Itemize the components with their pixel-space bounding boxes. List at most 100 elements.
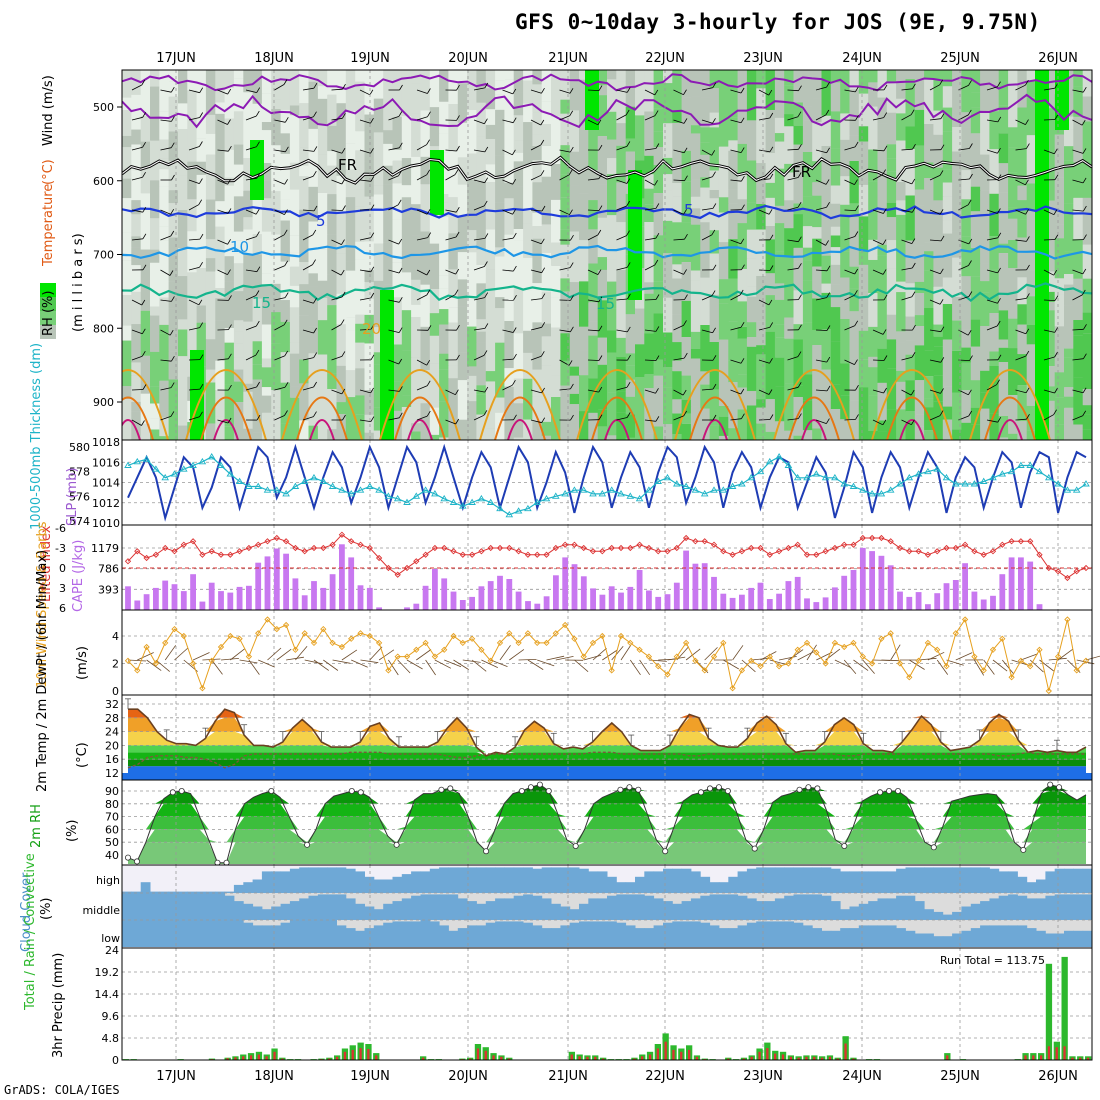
wind-barb <box>872 117 884 121</box>
cape-bar <box>692 563 699 610</box>
wind-barb-flag <box>512 209 516 215</box>
wind10m-barb <box>239 659 258 664</box>
wind-barb-flag <box>227 88 232 95</box>
cloud-high-bar <box>448 867 459 893</box>
cloud-middle-bar <box>663 901 673 920</box>
wind-barb <box>359 179 371 182</box>
li-point <box>1073 568 1080 575</box>
cloud-high-bar <box>746 868 757 893</box>
rh-cell <box>196 70 207 114</box>
rh-cell <box>802 226 813 248</box>
rh-cell <box>989 351 1000 366</box>
rh-cell <box>607 259 617 282</box>
cape-bar <box>766 599 773 610</box>
rh-cell <box>812 266 823 299</box>
thickness-point <box>821 473 830 481</box>
rh-cell <box>131 214 142 237</box>
wind-barb-flag <box>598 85 603 91</box>
wind-barb-flag <box>313 411 317 417</box>
wind-barb-flag <box>341 291 346 298</box>
li-point <box>459 551 466 558</box>
rh-cell <box>858 126 869 142</box>
wind10m-point <box>980 667 987 674</box>
wind10m-point <box>189 660 197 667</box>
rh-cell <box>252 254 263 299</box>
cloud-low-bar <box>821 930 832 947</box>
wind10m-point <box>720 639 727 647</box>
wind10m-point <box>924 639 932 647</box>
wind-barb-flag <box>456 354 460 361</box>
wind-barb-flag <box>997 208 1001 214</box>
rh-cell <box>849 311 860 359</box>
rh-cell <box>243 309 254 322</box>
rh-cell <box>523 257 533 291</box>
wind-barb-flag <box>456 84 460 91</box>
wind-barb-flag <box>170 142 175 148</box>
wind-barb-flag <box>882 329 887 335</box>
wind-barb-flag <box>855 205 859 211</box>
rh-cell <box>429 107 440 147</box>
wind10m-point <box>134 667 141 674</box>
wind-barb-flag <box>342 205 346 211</box>
cloud-middle-bar <box>625 894 636 920</box>
rh-cell <box>635 418 645 440</box>
rh-cell <box>756 345 767 355</box>
rh-cell <box>327 94 338 126</box>
cloud-middle-bar <box>579 903 589 920</box>
cape-bar <box>1008 557 1015 610</box>
rh-cell <box>644 388 655 434</box>
wind-barb-flag <box>170 86 175 93</box>
wind-barb <box>331 296 343 301</box>
wind-barb <box>673 238 685 241</box>
rh-cell <box>579 326 589 351</box>
wind10m-barb <box>527 659 544 670</box>
rh-cell <box>896 255 906 282</box>
rh-cell <box>1082 278 1092 313</box>
rh-cell <box>205 154 216 200</box>
rh-cell <box>355 368 366 396</box>
wind10m-barb <box>332 659 351 664</box>
rh-cell <box>905 148 916 196</box>
rh-cell <box>299 262 310 285</box>
rh-cell <box>233 231 244 241</box>
rh-cell <box>122 386 132 399</box>
rh-cell <box>467 218 477 231</box>
rh-cell <box>1026 81 1037 98</box>
wind-barb-flag <box>740 238 745 245</box>
wind10m-barb <box>174 647 189 661</box>
thickness-point <box>877 490 886 497</box>
li-point <box>162 544 169 552</box>
rh-cell <box>812 298 823 330</box>
wind-barb <box>188 327 200 331</box>
wind-barb <box>1015 355 1026 361</box>
rh-cell <box>205 133 216 155</box>
wind-barb <box>359 297 371 301</box>
wind-barb-flag <box>825 240 829 246</box>
wind10m-barb <box>806 644 817 661</box>
wind10m-point <box>162 639 169 647</box>
thickness-point <box>766 457 774 465</box>
wind-barb-flag <box>797 351 802 357</box>
rh-cell <box>541 176 552 225</box>
wind-barb <box>274 119 286 123</box>
cloud-high-bar <box>159 891 170 893</box>
rh-cell <box>261 324 272 359</box>
wind10m-point <box>375 639 383 647</box>
rh-cell <box>718 197 729 213</box>
rh-cell <box>233 144 244 165</box>
rh-cell <box>439 353 449 370</box>
thickness-point <box>728 482 737 489</box>
rh-cell <box>886 217 897 240</box>
cloud-high-bar <box>672 868 683 893</box>
wind-barb-flag <box>740 117 745 124</box>
rh-cell <box>392 219 403 263</box>
wind-barb <box>302 175 314 181</box>
wind-barb <box>673 357 685 361</box>
rh-cell <box>280 300 291 322</box>
rh-cell <box>700 154 711 178</box>
wind10m-point <box>1045 687 1052 695</box>
upper-ytick-label-700: 700 <box>93 249 114 262</box>
rh-cell <box>224 87 235 119</box>
precip-total-bar <box>1045 963 1053 1061</box>
wind-barb-flag <box>540 139 545 146</box>
